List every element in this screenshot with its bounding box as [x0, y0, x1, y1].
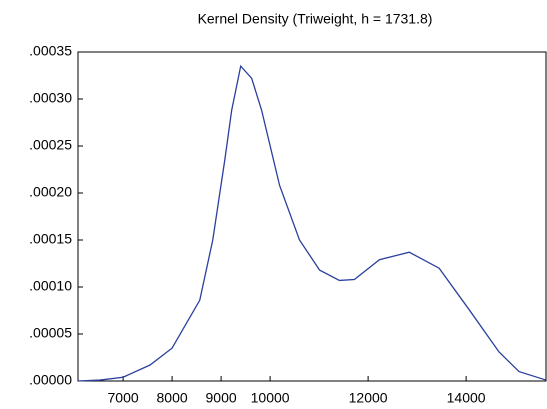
- y-tick-label: .00000: [29, 372, 72, 388]
- y-tick-label: .00005: [29, 325, 72, 341]
- x-tick-label: 8000: [157, 390, 188, 406]
- y-tick-label: .00010: [29, 278, 72, 294]
- y-tick-label: .00035: [29, 43, 72, 59]
- x-tick-label: 12000: [349, 390, 388, 406]
- plot-frame: [77, 51, 547, 382]
- x-tick-label: 10000: [251, 390, 290, 406]
- x-tick-label: 14000: [447, 390, 486, 406]
- density-line: [77, 64, 547, 382]
- x-tick-label: 7000: [108, 390, 139, 406]
- y-tick-label: .00015: [29, 231, 72, 247]
- y-tick-label: .00030: [29, 90, 72, 106]
- chart-title: Kernel Density (Triweight, h = 1731.8): [198, 11, 433, 27]
- y-tick-label: .00020: [29, 184, 72, 200]
- x-tick-label: 9000: [206, 390, 237, 406]
- y-tick-label: .00025: [29, 137, 72, 153]
